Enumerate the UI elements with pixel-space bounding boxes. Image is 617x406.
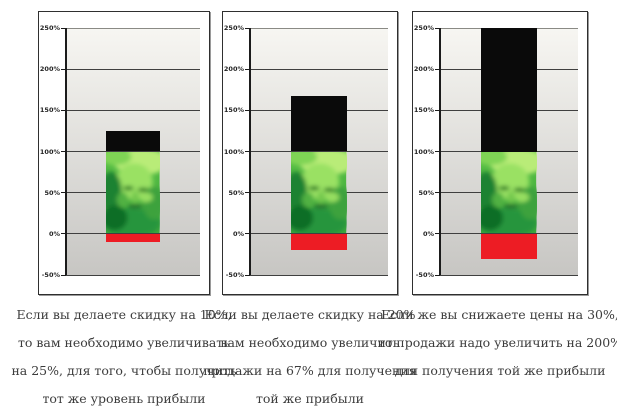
axis-tick	[245, 192, 250, 194]
bar-baseline-dollar	[291, 151, 347, 234]
bar-discount	[106, 233, 160, 243]
gridline	[66, 109, 200, 111]
dollar-bill-image	[481, 151, 537, 234]
gridline	[250, 233, 388, 235]
dollar-bill-image	[106, 151, 160, 234]
y-tick-label: 250%	[413, 24, 434, 32]
gridline	[440, 274, 578, 276]
y-tick-label: 250%	[39, 24, 60, 32]
bar-required-increase	[481, 28, 537, 152]
y-tick-label: 250%	[223, 24, 244, 32]
y-tick-label: 200%	[223, 65, 244, 74]
y-tick-label: 100%	[39, 147, 60, 156]
bar-discount	[481, 233, 537, 259]
axis-tick	[245, 274, 250, 276]
bar-discount	[291, 233, 347, 251]
y-tick-label: 50%	[418, 188, 434, 197]
plot-area	[245, 27, 388, 276]
y-tick-label: 200%	[39, 65, 60, 74]
axis-tick	[245, 109, 250, 111]
axis-tick	[435, 192, 440, 194]
y-tick-label: -50%	[41, 271, 60, 279]
dollar-bill-image	[291, 151, 347, 234]
chart-caption: Если вы делаете скидку на 20% вам необхо…	[203, 307, 417, 406]
y-tick-label: 0%	[422, 229, 434, 238]
y-tick-label: 100%	[413, 147, 434, 156]
bar-required-increase	[106, 130, 160, 152]
gridline	[66, 233, 200, 235]
axis-tick	[61, 274, 66, 276]
axis-tick	[61, 151, 66, 152]
gridline	[66, 27, 200, 29]
y-tick-label: 50%	[228, 188, 244, 197]
y-tick-label: 50%	[44, 188, 60, 197]
y-tick-label: -50%	[225, 271, 244, 279]
plot-area	[435, 27, 578, 276]
axis-tick	[61, 68, 66, 70]
axis-tick	[61, 109, 66, 111]
bar-required-increase	[291, 96, 347, 152]
y-tick-label: 150%	[223, 106, 244, 115]
axis-tick	[245, 233, 250, 235]
gridline	[440, 233, 578, 235]
y-tick-label: 100%	[223, 147, 244, 156]
axis-tick	[435, 27, 440, 29]
y-tick-label: 150%	[413, 106, 434, 115]
axis-tick	[435, 109, 440, 111]
y-tick-label: 150%	[39, 106, 60, 115]
y-tick-label: 0%	[232, 229, 244, 238]
axis-tick	[435, 274, 440, 276]
gridline	[250, 27, 388, 29]
bar-baseline-dollar	[106, 151, 160, 234]
y-tick-label: 200%	[413, 65, 434, 74]
axis-tick	[435, 68, 440, 70]
bar-baseline-dollar	[481, 151, 537, 234]
gridline	[250, 68, 388, 70]
chart-caption: Если же вы снижаете цены на 30%, то прод…	[377, 307, 617, 378]
axis-tick	[435, 151, 440, 152]
axis-tick	[245, 151, 250, 152]
chart-frame: 250% 200% 150% 100% 50% 0% -50%	[412, 11, 588, 295]
chart-panel-2: 250% 200% 150% 100% 50% 0% -50%	[203, 11, 417, 406]
axis-tick	[245, 68, 250, 70]
plot-area	[61, 27, 200, 276]
axis-tick	[245, 27, 250, 29]
gridline	[66, 68, 200, 70]
gridline	[250, 274, 388, 276]
y-tick-label: -50%	[415, 271, 434, 279]
axis-tick	[61, 192, 66, 194]
y-axis-labels: 250% 200% 150% 100% 50% 0% -50%	[413, 24, 438, 279]
y-axis-labels: 250% 200% 150% 100% 50% 0% -50%	[39, 24, 64, 279]
chart-frame: 250% 200% 150% 100% 50% 0% -50%	[222, 11, 398, 295]
chart-frame: 250% 200% 150% 100% 50% 0% -50%	[38, 11, 210, 295]
axis-tick	[61, 27, 66, 29]
gridline	[66, 274, 200, 276]
axis-tick	[435, 233, 440, 235]
y-axis-labels: 250% 200% 150% 100% 50% 0% -50%	[223, 24, 248, 279]
axis-tick	[61, 233, 66, 235]
chart-caption: Если вы делаете скидку на 10%, то вам не…	[11, 307, 237, 406]
y-tick-label: 0%	[48, 229, 60, 238]
chart-panel-3: 250% 200% 150% 100% 50% 0% -50%	[378, 11, 617, 403]
chart-panel-1: 250% 200% 150% 100% 50% 0% -50%	[11, 11, 237, 406]
